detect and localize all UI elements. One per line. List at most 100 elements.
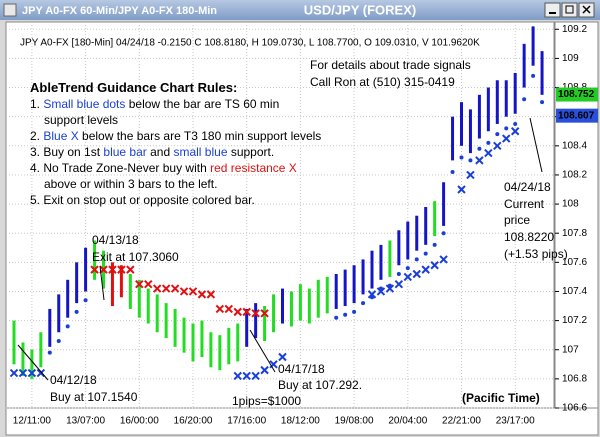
support-dot [74,309,79,314]
x-marker [466,170,475,180]
support-dot [423,251,428,256]
support-dot [504,126,509,131]
x-marker [457,185,466,194]
x-marker [197,290,207,299]
x-marker [251,309,260,318]
x-marker [170,284,180,293]
y-tick-label: 107.6 [562,257,587,268]
x-marker [394,279,404,289]
x-marker [403,272,413,282]
support-dot [540,100,545,105]
x-marker [412,269,421,279]
text: support. [227,145,275,159]
annotation: (+1.53 pips) [504,247,568,261]
x-marker [510,127,520,136]
maximize-icon [565,5,574,14]
x-tick-label: 18/12:00 [281,416,320,427]
text: support levels [44,113,119,127]
arrow [99,265,105,301]
arrow [17,344,49,381]
x-marker [242,307,251,317]
x-marker [421,265,430,274]
y-tick-label: 107.2 [562,315,587,326]
annotation: Current [504,197,545,211]
annotation: 04/17/18 [278,362,325,376]
x-tick-label: 17/16:00 [227,416,266,427]
minimize-button[interactable] [544,2,561,18]
text: 2. [30,129,44,143]
y-tick-label: 107.4 [562,286,587,297]
support-dot [477,146,482,151]
support-dot [450,170,455,175]
x-marker [278,352,287,362]
x-marker [135,279,144,289]
annotation: Exit at 107.3060 [92,250,179,264]
x-tick-label: 19/08:00 [335,416,374,427]
plot [6,22,554,409]
x-marker [376,287,386,296]
price-tag-label: 108.752 [558,89,595,100]
rules: AbleTrend Guidance Chart Rules: 1. Small… [30,80,330,208]
x-marker [144,279,153,289]
support-dot [513,121,518,126]
rule: 5. Exit on stop out or opposite colored … [30,192,330,208]
support-dot [361,301,366,306]
x-marker [385,284,395,293]
price-tag-label: 108.607 [558,110,595,121]
support-dot [396,271,401,276]
text: blue bar [103,145,147,159]
x-marker [179,287,189,296]
window-icon[interactable] [3,3,17,17]
y-tick-label: 108.4 [562,140,587,151]
text: Blue X [43,129,79,143]
x-marker [224,304,234,314]
rule: 4. No Trade Zone-Never buy with red resi… [30,160,330,176]
text: below the bars are T3 180 min support le… [78,129,322,143]
close-icon [582,5,591,14]
support-dot [531,73,536,78]
x-marker [117,265,126,274]
support-dot [468,158,473,163]
y-tick-label: 106.6 [562,403,587,414]
text: red resistance X [210,161,297,175]
text: small blue [173,145,228,159]
x-marker [9,368,19,378]
x-marker [484,148,493,158]
price-tag [556,108,598,123]
arrow [529,117,543,173]
text: 1. [30,97,44,111]
x-marker [126,265,135,274]
x-marker [260,365,269,375]
support-dot [441,231,446,236]
x-marker [430,261,439,270]
annotation: Buy at 107.292. [278,378,362,392]
x-tick-label: 20/04:00 [388,416,427,427]
chart-title: USD/JPY (FOREX) [304,2,416,17]
annotation: 04/12/18 [50,373,97,387]
contact-line: Call Ron at (510) 315-0419 [310,75,455,89]
text: 5. Exit on stop out or opposite colored … [30,193,255,207]
annotation: 108.8220 [504,230,554,244]
text: 4. No Trade Zone-Never buy with [30,161,211,175]
x-marker [90,265,99,274]
y-tick-label: 107.8 [562,228,587,239]
text: Small blue dots [43,97,126,111]
text: 3. Buy on 1st [30,145,104,159]
rules-title: AbleTrend Guidance Chart Rules: [30,80,238,95]
x-marker [233,307,242,317]
x-marker [215,304,225,314]
x-tick-label: 12/11:00 [13,416,52,427]
support-dot [47,350,52,355]
y-tick-label: 109.2 [562,24,587,35]
time-zone: (Pacific Time) [462,391,540,405]
x-tick-label: 13/07:00 [66,416,105,427]
y-tick-label: 106.8 [562,374,587,385]
support-dot [56,338,61,343]
text: above or within 3 bars to the left. [44,177,218,191]
x-marker [27,368,37,378]
x-marker [475,156,484,165]
maximize-button[interactable] [561,2,578,18]
annotation: price [504,213,530,227]
